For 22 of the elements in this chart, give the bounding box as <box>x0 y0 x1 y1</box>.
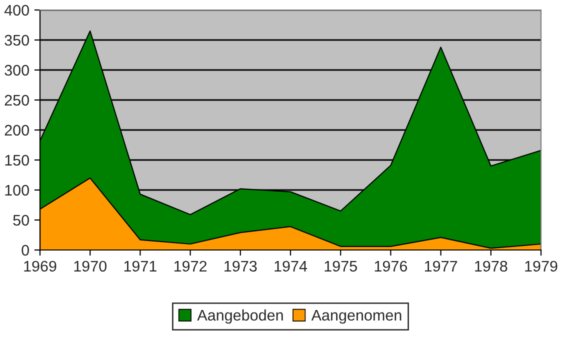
y-tick-label: 150 <box>5 154 29 166</box>
y-tick-label: 400 <box>4 4 29 16</box>
y-tick-label: 50 <box>13 214 29 226</box>
y-tick-label: 0 <box>22 244 29 256</box>
x-tick-label: 1973 <box>224 260 257 272</box>
y-tick-label: 100 <box>5 184 29 196</box>
x-tick-label: 1977 <box>424 260 458 272</box>
y-tick-label: 350 <box>4 34 29 46</box>
x-tick-label: 1974 <box>274 260 308 272</box>
x-tick-label: 1975 <box>324 260 357 272</box>
y-tick-label: 300 <box>4 64 29 76</box>
x-tick-label: 1972 <box>174 260 207 272</box>
x-tick-label: 1978 <box>475 260 508 272</box>
y-tick-label: 200 <box>4 124 29 136</box>
x-tick-label: 1970 <box>74 260 106 272</box>
y-tick-label: 250 <box>4 94 29 106</box>
x-tick-label: 1979 <box>525 260 558 272</box>
x-tick-label: 1969 <box>24 260 56 272</box>
x-tick-label: 1971 <box>124 260 156 272</box>
x-tick-label: 1976 <box>374 260 408 272</box>
legend-label: Aangeboden <box>197 309 283 324</box>
legend-label: Aangenomen <box>311 310 402 324</box>
